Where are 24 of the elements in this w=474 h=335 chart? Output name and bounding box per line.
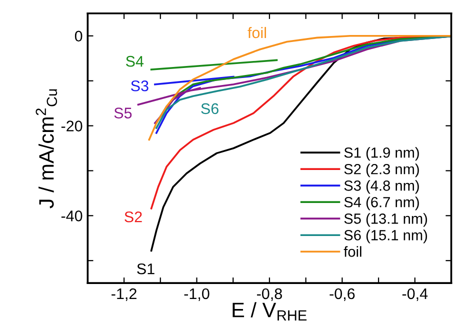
x-tick-label: -0,4 — [402, 288, 428, 301]
legend-label: S5 (13.1 nm) — [344, 213, 428, 227]
legend-label: S1 (1.9 nm) — [344, 147, 419, 161]
legend-label: S3 (4.8 nm) — [344, 180, 419, 194]
annotation: S5 — [114, 108, 132, 118]
legend-label: foil — [344, 246, 362, 257]
x-axis-title: E / V$_{RHE}$ — [232, 302, 307, 320]
annotation: S2 — [124, 211, 142, 222]
x-tick-label: -1,2 — [112, 288, 136, 301]
annotation: S1 — [137, 263, 154, 274]
x-tick-label: -0,6 — [330, 288, 355, 301]
legend-label: S2 (2.3 nm) — [344, 164, 419, 178]
annotation: S4 — [126, 56, 144, 67]
y-tick-label: 0 — [74, 30, 82, 42]
y-tick-label: -40 — [61, 210, 82, 222]
annotation: foil — [248, 26, 266, 38]
legend-label: S6 (15.1 nm) — [344, 230, 428, 244]
y-axis-title: J / mA/cm$^{2}$$_{Cu}$ — [36, 89, 58, 208]
x-tick-label: -0,8 — [256, 288, 282, 301]
annotation: S3 — [131, 80, 148, 92]
annotation: S6 — [201, 103, 218, 114]
x-tick-label: -1,0 — [184, 288, 210, 301]
y-tick-label: -20 — [61, 120, 82, 132]
legend-label: S4 (6.7 nm) — [344, 196, 419, 210]
